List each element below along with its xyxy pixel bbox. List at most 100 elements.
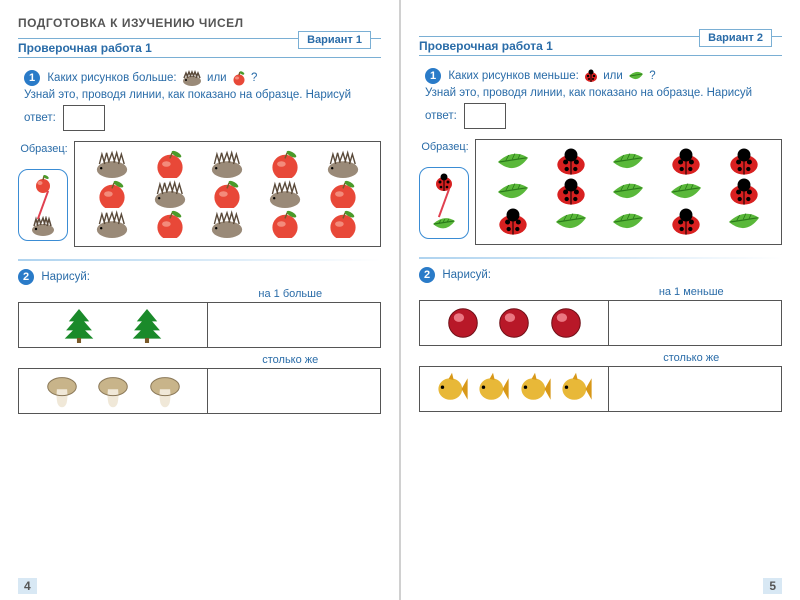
leaf-icon <box>627 69 645 83</box>
apple-icon <box>231 70 247 86</box>
answer-box[interactable] <box>464 103 506 129</box>
task-label: Нарисуй: <box>442 269 491 281</box>
apple-icon <box>325 210 361 238</box>
draw-answer-area[interactable] <box>609 367 781 411</box>
draw-label: столько же <box>601 352 783 364</box>
draw-items <box>420 367 609 411</box>
variant-label: Вариант 2 <box>699 29 772 47</box>
leaf-icon <box>726 208 762 236</box>
draw-label: на 1 меньше <box>601 286 783 298</box>
task-2-left: 2 Нарисуй: на 1 больше столько же <box>18 269 381 414</box>
apple-icon <box>152 150 188 178</box>
apple-icon <box>209 180 245 208</box>
hedgehog-icon <box>30 216 56 236</box>
leaf-icon <box>495 148 531 176</box>
section-title: ПОДГОТОВКА К ИЗУЧЕНИЮ ЧИСЕЛ <box>18 16 381 30</box>
work-header-left: Проверочная работа 1 Вариант 1 <box>18 38 381 58</box>
ladybug-icon <box>726 178 762 206</box>
hedgehog-icon <box>181 70 203 86</box>
draw-row <box>419 366 782 412</box>
hedgehog-icon <box>152 180 188 208</box>
ball-icon <box>446 305 480 341</box>
draw-row <box>18 302 381 348</box>
ladybug-icon <box>726 148 762 176</box>
task-1-left: 1 Каких рисунков больше: или ? Узнай это… <box>18 70 381 131</box>
separator <box>419 257 782 259</box>
draw-answer-area[interactable] <box>609 301 781 345</box>
draw-label: на 1 больше <box>200 288 382 300</box>
draw-label: столько же <box>200 354 382 366</box>
example-row-right: Образец: <box>419 139 782 245</box>
leaf-icon <box>610 208 646 236</box>
fish-icon <box>518 371 552 407</box>
page-number: 5 <box>763 578 782 594</box>
task-number-badge: 1 <box>425 68 441 84</box>
page-number: 4 <box>18 578 37 594</box>
mushroom-icon <box>96 373 130 409</box>
ladybug-icon <box>583 69 599 83</box>
separator <box>18 259 381 261</box>
leaf-icon <box>610 178 646 206</box>
comparison-grid <box>74 141 381 247</box>
hedgehog-icon <box>209 210 245 238</box>
hedgehog-icon <box>94 150 130 178</box>
fish-icon <box>559 371 593 407</box>
ladybug-icon <box>495 208 531 236</box>
ladybug-icon <box>433 172 455 192</box>
variant-label: Вариант 1 <box>298 31 371 49</box>
ladybug-icon <box>668 208 704 236</box>
work-header-right: Проверочная работа 1 Вариант 2 <box>419 36 782 56</box>
ladybug-icon <box>553 178 589 206</box>
apple-icon <box>267 150 303 178</box>
leaf-icon <box>668 178 704 206</box>
draw-items <box>19 303 208 347</box>
draw-row <box>18 368 381 414</box>
draw-answer-area[interactable] <box>208 303 380 347</box>
draw-items <box>19 369 208 413</box>
example-label: Образец: <box>421 141 468 153</box>
comparison-grid <box>475 139 782 245</box>
leaf-icon <box>431 214 457 234</box>
apple-icon <box>94 180 130 208</box>
apple-icon <box>152 210 188 238</box>
task-number-badge: 2 <box>18 269 34 285</box>
hedgehog-icon <box>209 150 245 178</box>
draw-row <box>419 300 782 346</box>
ball-icon <box>497 305 531 341</box>
leaf-icon <box>495 178 531 206</box>
answer-box[interactable] <box>63 105 105 131</box>
ladybug-icon <box>553 148 589 176</box>
tree-icon <box>62 307 96 343</box>
example-pair <box>419 167 469 239</box>
draw-items <box>420 301 609 345</box>
hedgehog-icon <box>94 210 130 238</box>
example-pair <box>18 169 68 241</box>
apple-icon <box>33 174 53 194</box>
leaf-icon <box>553 208 589 236</box>
page-left: ПОДГОТОВКА К ИЗУЧЕНИЮ ЧИСЕЛ Проверочная … <box>0 0 401 600</box>
fish-icon <box>476 371 510 407</box>
task-2-right: 2 Нарисуй: на 1 меньше столько же <box>419 267 782 412</box>
page-right: Проверочная работа 1 Вариант 2 1 Каких р… <box>401 0 800 600</box>
mushroom-icon <box>45 373 79 409</box>
example-row-left: Образец: <box>18 141 381 247</box>
task-number-badge: 2 <box>419 267 435 283</box>
task-text: Каких рисунков больше: или ? Узнай это, … <box>24 72 351 124</box>
ladybug-icon <box>668 148 704 176</box>
task-label: Нарисуй: <box>41 271 90 283</box>
tree-icon <box>130 307 164 343</box>
fish-icon <box>435 371 469 407</box>
page-spread: ПОДГОТОВКА К ИЗУЧЕНИЮ ЧИСЕЛ Проверочная … <box>0 0 800 600</box>
leaf-icon <box>610 148 646 176</box>
apple-icon <box>325 180 361 208</box>
task-text: Каких рисунков меньше: или ? Узнай это, … <box>425 70 752 122</box>
ball-icon <box>549 305 583 341</box>
mushroom-icon <box>148 373 182 409</box>
example-label: Образец: <box>20 143 67 155</box>
task-1-right: 1 Каких рисунков меньше: или ? Узнай это… <box>419 68 782 129</box>
apple-icon <box>267 210 303 238</box>
hedgehog-icon <box>325 150 361 178</box>
task-number-badge: 1 <box>24 70 40 86</box>
hedgehog-icon <box>267 180 303 208</box>
draw-answer-area[interactable] <box>208 369 380 413</box>
